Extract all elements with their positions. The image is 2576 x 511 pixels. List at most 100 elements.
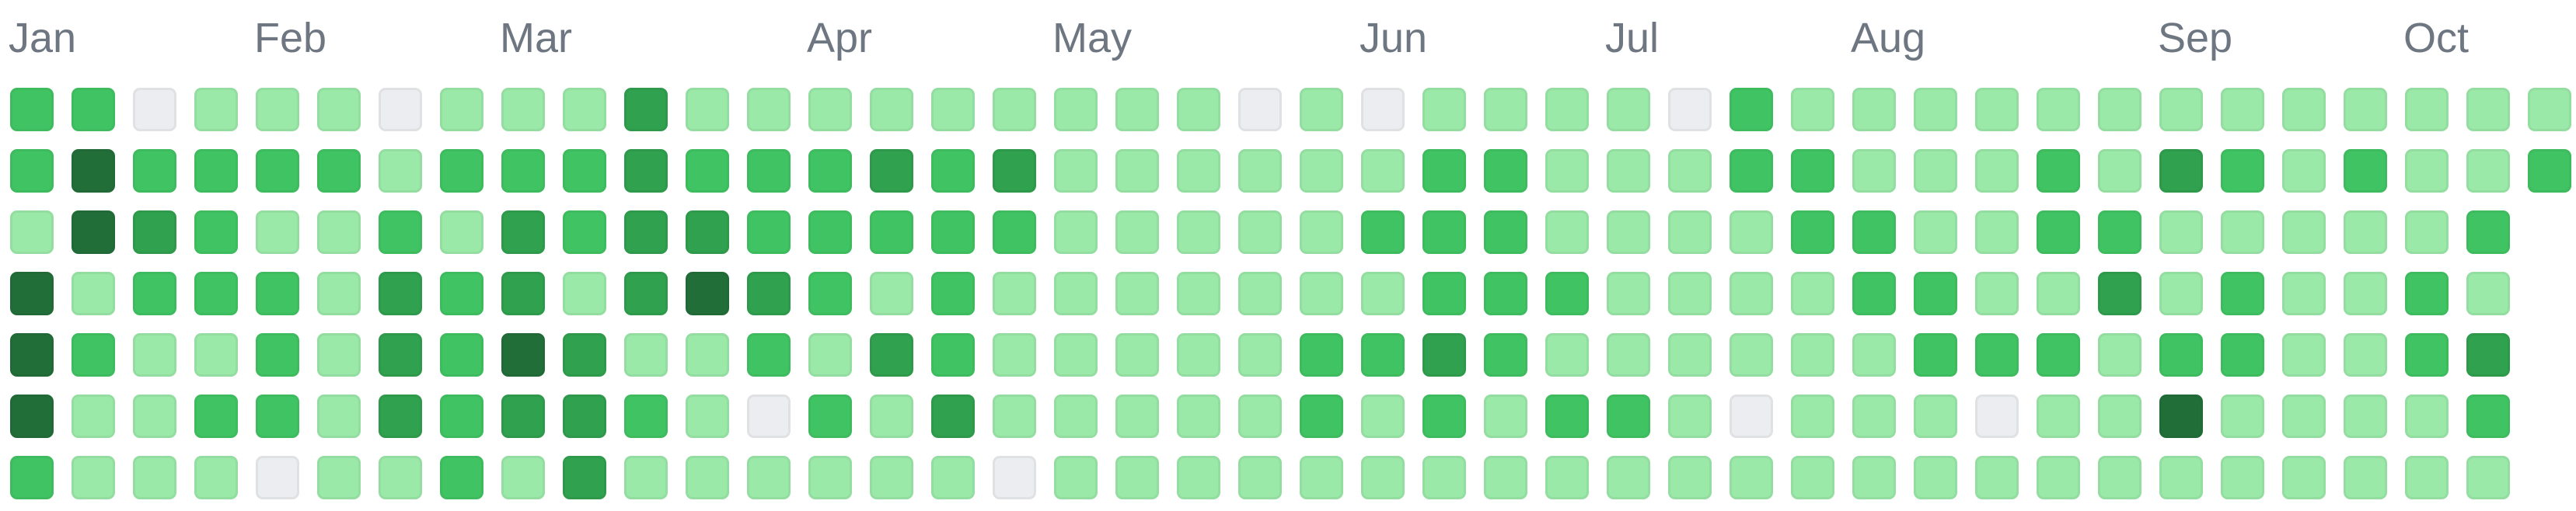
contribution-cell-low[interactable] [1791,88,1834,131]
contribution-cell-medium[interactable] [2221,272,2264,315]
contribution-cell-low[interactable] [2466,88,2510,131]
contribution-cell-medium[interactable] [2221,333,2264,377]
contribution-cell-none[interactable] [1238,88,1282,131]
contribution-cell-low[interactable] [2282,210,2326,254]
contribution-cell-very-high[interactable] [501,333,545,377]
contribution-cell-medium[interactable] [2037,149,2080,193]
contribution-cell-low[interactable] [317,395,361,438]
contribution-cell-low[interactable] [1361,272,1405,315]
contribution-cell-low[interactable] [1914,149,1957,193]
contribution-cell-medium[interactable] [133,272,176,315]
contribution-cell-medium[interactable] [624,395,668,438]
contribution-cell-medium[interactable] [808,272,852,315]
contribution-cell-low[interactable] [501,456,545,499]
contribution-cell-low[interactable] [563,88,606,131]
contribution-cell-medium[interactable] [1852,272,1896,315]
contribution-cell-low[interactable] [1115,395,1159,438]
contribution-cell-medium[interactable] [563,210,606,254]
contribution-cell-low[interactable] [1300,272,1343,315]
contribution-cell-high[interactable] [870,149,913,193]
contribution-cell-low[interactable] [72,272,115,315]
contribution-cell-medium[interactable] [1422,149,1466,193]
contribution-cell-low[interactable] [2098,149,2141,193]
contribution-cell-medium[interactable] [1914,272,1957,315]
contribution-cell-medium[interactable] [10,149,54,193]
contribution-cell-medium[interactable] [194,149,238,193]
contribution-cell-medium[interactable] [808,395,852,438]
contribution-cell-medium[interactable] [931,210,975,254]
contribution-cell-medium[interactable] [2466,395,2510,438]
contribution-cell-low[interactable] [2037,395,2080,438]
contribution-cell-low[interactable] [870,88,913,131]
contribution-cell-low[interactable] [624,456,668,499]
contribution-cell-low[interactable] [1238,456,1282,499]
contribution-cell-low[interactable] [1668,272,1712,315]
contribution-cell-low[interactable] [1668,395,1712,438]
contribution-cell-low[interactable] [1975,210,2019,254]
contribution-cell-low[interactable] [1484,88,1527,131]
contribution-cell-low[interactable] [1791,395,1834,438]
contribution-cell-low[interactable] [1238,272,1282,315]
contribution-cell-low[interactable] [194,456,238,499]
contribution-cell-low[interactable] [1115,149,1159,193]
contribution-cell-low[interactable] [317,210,361,254]
contribution-cell-low[interactable] [133,456,176,499]
contribution-cell-low[interactable] [1975,149,2019,193]
contribution-cell-low[interactable] [256,210,299,254]
contribution-cell-none[interactable] [747,395,791,438]
contribution-cell-low[interactable] [2344,88,2387,131]
contribution-cell-very-high[interactable] [10,333,54,377]
contribution-cell-high[interactable] [379,272,422,315]
contribution-cell-low[interactable] [1791,333,1834,377]
contribution-cell-medium[interactable] [72,88,115,131]
contribution-cell-medium[interactable] [133,149,176,193]
contribution-cell-medium[interactable] [2037,210,2080,254]
contribution-cell-low[interactable] [1607,333,1650,377]
contribution-cell-high[interactable] [563,333,606,377]
contribution-cell-low[interactable] [1668,149,1712,193]
contribution-cell-low[interactable] [808,333,852,377]
contribution-cell-low[interactable] [1115,456,1159,499]
contribution-cell-low[interactable] [1115,210,1159,254]
contribution-cell-medium[interactable] [1361,333,1405,377]
contribution-cell-medium[interactable] [256,272,299,315]
contribution-cell-low[interactable] [1054,210,1098,254]
contribution-cell-low[interactable] [1238,395,1282,438]
contribution-cell-low[interactable] [1300,456,1343,499]
contribution-cell-low[interactable] [2466,456,2510,499]
contribution-cell-low[interactable] [1177,395,1220,438]
contribution-cell-low[interactable] [1668,333,1712,377]
contribution-cell-high[interactable] [501,210,545,254]
contribution-cell-low[interactable] [1177,272,1220,315]
contribution-cell-low[interactable] [1975,272,2019,315]
contribution-cell-high[interactable] [747,272,791,315]
contribution-cell-low[interactable] [1607,210,1650,254]
contribution-cell-medium[interactable] [256,149,299,193]
contribution-cell-medium[interactable] [194,395,238,438]
contribution-cell-medium[interactable] [1300,333,1343,377]
contribution-cell-medium[interactable] [870,210,913,254]
contribution-cell-medium[interactable] [1914,333,1957,377]
contribution-cell-low[interactable] [2282,395,2326,438]
contribution-cell-low[interactable] [133,395,176,438]
contribution-cell-none[interactable] [379,88,422,131]
contribution-cell-low[interactable] [2098,395,2141,438]
contribution-cell-low[interactable] [1361,456,1405,499]
contribution-cell-medium[interactable] [1545,395,1589,438]
contribution-cell-low[interactable] [1545,210,1589,254]
contribution-cell-low[interactable] [256,88,299,131]
contribution-cell-low[interactable] [931,88,975,131]
contribution-cell-high[interactable] [624,88,668,131]
contribution-cell-high[interactable] [133,210,176,254]
contribution-cell-medium[interactable] [1545,272,1589,315]
contribution-cell-medium[interactable] [563,149,606,193]
contribution-cell-low[interactable] [1361,395,1405,438]
contribution-cell-low[interactable] [1238,149,1282,193]
contribution-cell-medium[interactable] [2098,210,2141,254]
contribution-cell-low[interactable] [317,456,361,499]
contribution-cell-medium[interactable] [2159,333,2203,377]
contribution-cell-low[interactable] [2159,272,2203,315]
contribution-cell-low[interactable] [808,88,852,131]
contribution-cell-very-high[interactable] [72,149,115,193]
contribution-cell-medium[interactable] [440,333,483,377]
